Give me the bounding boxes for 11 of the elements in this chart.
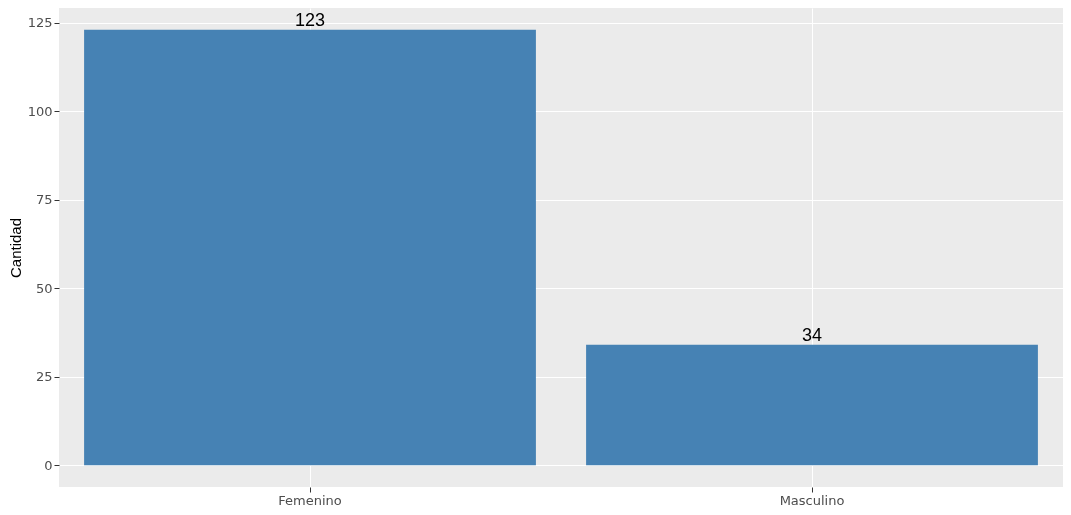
- x-tick-label: Masculino: [779, 492, 845, 508]
- data-label: 34: [801, 324, 823, 345]
- y-tick-label: 125: [27, 15, 53, 31]
- y-tick-label: 75: [35, 192, 53, 208]
- y-tick-label: 0: [44, 457, 53, 473]
- y-tick-label: 50: [35, 280, 53, 296]
- y-tick-label: 100: [27, 103, 53, 119]
- x-tick-label: Femenino: [278, 492, 342, 508]
- y-axis-title: Cantidad: [6, 217, 24, 279]
- y-tick-label: 25: [35, 369, 53, 385]
- data-label: 123: [294, 9, 326, 30]
